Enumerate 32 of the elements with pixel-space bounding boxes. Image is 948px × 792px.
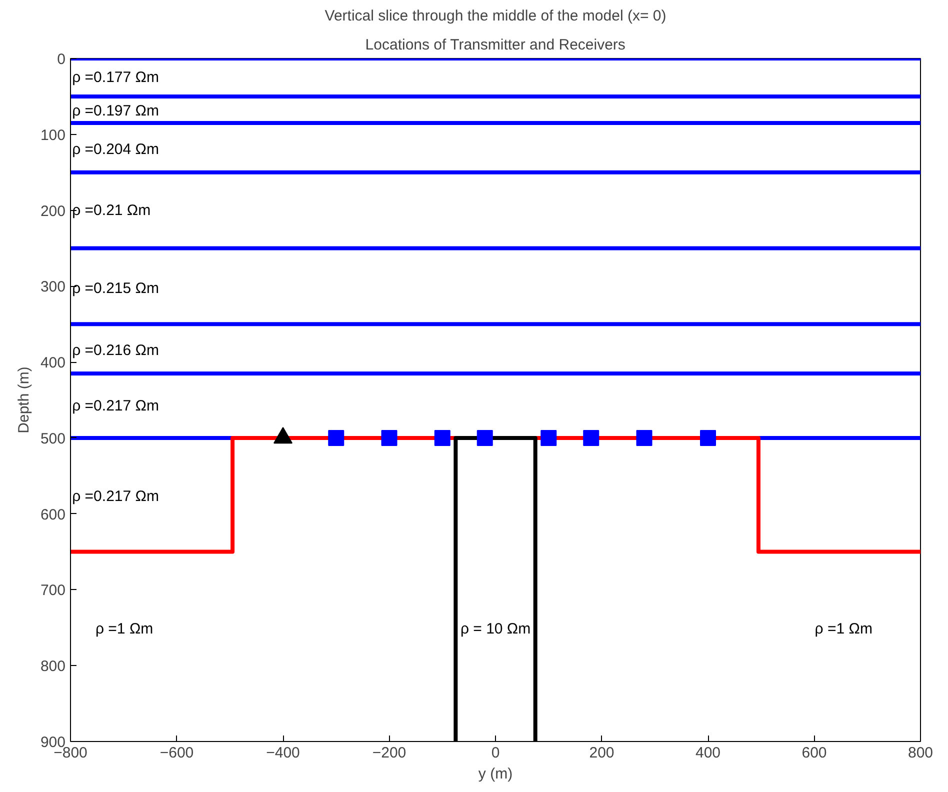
y-tick-label: 300 bbox=[40, 278, 66, 296]
annotation: ρ =0.204 Ωm bbox=[72, 141, 159, 158]
annotation: ρ =0.217 Ωm bbox=[72, 488, 159, 505]
y-tick-label: 600 bbox=[40, 506, 66, 524]
y-tick-label: 100 bbox=[40, 126, 66, 144]
chart-subtitle: Locations of Transmitter and Receivers bbox=[365, 36, 626, 54]
annotation: ρ =1 Ωm bbox=[95, 620, 154, 638]
x-tick-label: 400 bbox=[695, 744, 721, 762]
x-tick-label: 600 bbox=[802, 744, 827, 762]
annotation: ρ =1 Ωm bbox=[814, 620, 872, 638]
annotation: ρ =0.216 Ωm bbox=[72, 342, 159, 360]
annotation: ρ =0.215 Ωm bbox=[72, 280, 159, 297]
y-tick-label: 800 bbox=[40, 658, 66, 676]
x-tick-label: 800 bbox=[908, 744, 934, 762]
x-tick-label: −200 bbox=[372, 744, 406, 762]
y-tick-label: 200 bbox=[40, 202, 66, 220]
annotation: ρ =0.217 Ωm bbox=[72, 398, 159, 415]
y-tick-label: 500 bbox=[40, 430, 66, 448]
annotation: ρ = 10 Ωm bbox=[460, 620, 531, 638]
x-tick-label: 0 bbox=[491, 744, 500, 762]
annotation: ρ =0.177 Ωm bbox=[72, 68, 159, 86]
y-tick-label: 400 bbox=[40, 354, 66, 372]
chart-title: Vertical slice through the middle of the model (x= 0) bbox=[324, 8, 666, 24]
x-tick-label: −400 bbox=[266, 744, 300, 762]
annotation: ρ =0.21 Ωm bbox=[72, 202, 151, 219]
annotation: ρ =0.197 Ωm bbox=[72, 102, 159, 120]
x-axis-title: y (m) bbox=[478, 766, 513, 782]
x-tick-label: −600 bbox=[160, 744, 194, 762]
y-tick-label: 700 bbox=[40, 582, 66, 600]
y-axis-title: Depth (m) bbox=[15, 366, 32, 434]
x-tick-label: 200 bbox=[589, 744, 614, 762]
y-tick-label: 0 bbox=[57, 51, 66, 68]
